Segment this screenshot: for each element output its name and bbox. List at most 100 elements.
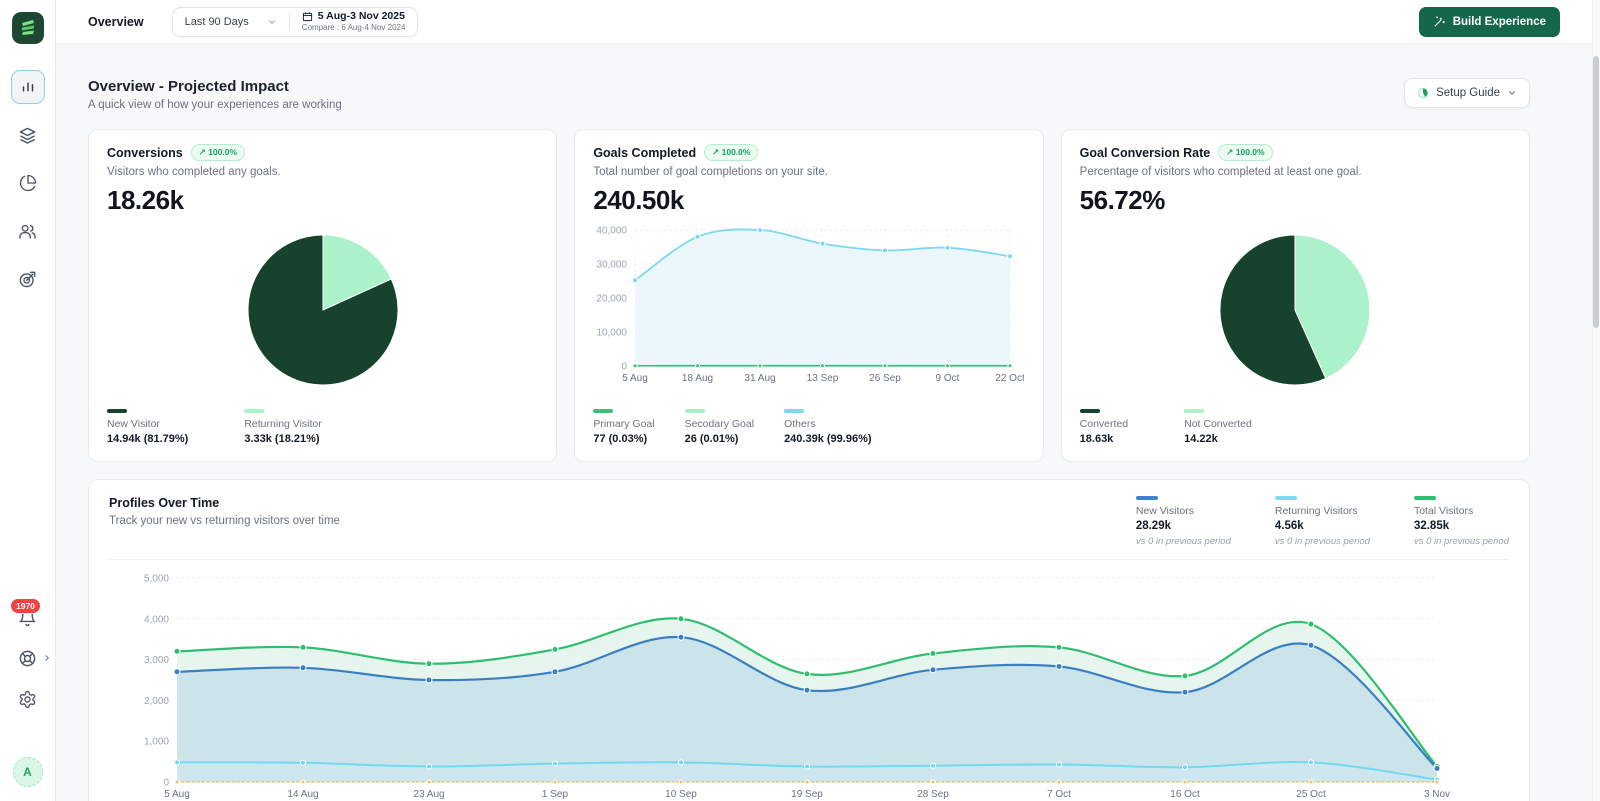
pie-chart-icon xyxy=(19,174,36,192)
profiles-title: Profiles Over Time xyxy=(109,496,220,510)
svg-text:10,000: 10,000 xyxy=(597,328,628,339)
setup-guide-label: Setup Guide xyxy=(1436,87,1500,99)
legend-swatch xyxy=(1135,496,1158,500)
avatar[interactable]: A xyxy=(12,757,43,787)
date-range-picker[interactable]: 5 Aug-3 Nov 2025 Compare : 6 Aug-4 Nov 2… xyxy=(290,8,418,35)
card-value: 240.50k xyxy=(593,185,684,215)
svg-text:31 Aug: 31 Aug xyxy=(745,373,776,384)
app-logo-icon[interactable] xyxy=(11,12,44,44)
legend-swatch xyxy=(684,409,705,413)
sidebar-item-segments[interactable] xyxy=(11,166,45,200)
svg-text:4,000: 4,000 xyxy=(144,614,169,625)
legend-label: Total Visitors xyxy=(1413,505,1474,517)
svg-text:1 Sep: 1 Sep xyxy=(542,789,569,800)
legend-value: 26 (0.01%) xyxy=(684,433,739,445)
range-preset-label: Last 90 Days xyxy=(184,15,249,28)
chevron-down-icon xyxy=(268,19,275,24)
sidebar-item-goals[interactable] xyxy=(11,262,45,296)
legend-swatch xyxy=(1413,496,1436,500)
calendar-icon xyxy=(302,11,312,21)
legend-item: Converted 18.63k xyxy=(1079,409,1128,445)
help-button[interactable] xyxy=(18,649,50,673)
gear-icon xyxy=(19,690,36,709)
scrollbar-thumb[interactable] xyxy=(1593,56,1599,328)
sidebar-item-audiences[interactable] xyxy=(11,214,45,248)
legend-item: Returning Visitors 4.56k vs 0 in previou… xyxy=(1274,496,1370,547)
legend-value: 14.94k (81.79%) xyxy=(107,433,189,445)
legend-label: Not Converted xyxy=(1184,418,1252,430)
page-header: Overview - Projected Impact A quick view… xyxy=(88,78,1530,111)
page-title: Overview - Projected Impact xyxy=(88,78,289,95)
legend-value: 18.63k xyxy=(1079,433,1114,445)
profiles-over-time-line-chart[interactable]: 0 1,000 2,000 3,000 4,000 5,000 5 Aug 14 Aug 23 … xyxy=(109,564,1509,801)
svg-text:20,000: 20,000 xyxy=(597,294,628,305)
trend-badge: ↗ 100.0% xyxy=(190,144,246,161)
legend-label: New Visitor xyxy=(107,418,160,430)
card-title: Goals Completed xyxy=(593,145,697,160)
build-experience-button[interactable]: Build Experience xyxy=(1418,6,1560,37)
compare-range-value: Compare : 6 Aug-4 Nov 2024 xyxy=(301,23,406,32)
card-title: Conversions xyxy=(107,145,183,160)
legend-item: Total Visitors 32.85k vs 0 in previous p… xyxy=(1413,496,1509,547)
settings-button[interactable] xyxy=(18,690,37,714)
legend-swatch xyxy=(593,409,614,413)
legend-label: New Visitors xyxy=(1135,505,1194,517)
date-range-control: Last 90 Days 5 Aug-3 Nov 2025 Compare : … xyxy=(171,6,419,37)
svg-text:23 Aug: 23 Aug xyxy=(413,789,444,800)
goals-completed-line-chart[interactable]: 0 10,000 20,000 30,000 40,000 5 Aug 18 Aug 31 A… xyxy=(593,220,1026,388)
legend-label: Primary Goal xyxy=(593,418,655,430)
notification-count-badge: 1970 xyxy=(10,598,41,614)
users-icon xyxy=(19,224,36,239)
goal-conversion-pie-chart[interactable] xyxy=(1219,233,1371,386)
legend-item: Not Converted 14.22k xyxy=(1184,409,1252,445)
legend-value: 28.29k xyxy=(1135,520,1171,532)
svg-text:22 Oct: 22 Oct xyxy=(996,373,1025,384)
svg-text:13 Sep: 13 Sep xyxy=(807,373,839,384)
setup-guide-button[interactable]: Setup Guide xyxy=(1404,78,1530,108)
svg-text:25 Oct: 25 Oct xyxy=(1296,789,1326,800)
sidebar-item-experiences[interactable] xyxy=(11,118,45,152)
legend-value: 4.56k xyxy=(1274,520,1304,532)
legend-item: Secodary Goal 26 (0.01%) xyxy=(684,409,754,445)
layers-icon xyxy=(19,127,36,144)
legend-item: Others 240.39k (99.96%) xyxy=(784,409,872,445)
legend-comparison: vs 0 in previous period xyxy=(1413,536,1509,547)
svg-text:9 Oct: 9 Oct xyxy=(936,373,960,384)
card-title: Goal Conversion Rate xyxy=(1079,145,1211,160)
svg-text:7 Oct: 7 Oct xyxy=(1047,789,1071,800)
conversions-card: Conversions ↗ 100.0% Visitors who comple… xyxy=(88,129,558,462)
svg-text:5 Aug: 5 Aug xyxy=(623,373,649,384)
svg-text:1,000: 1,000 xyxy=(144,737,169,748)
wand-icon xyxy=(1434,16,1445,27)
conversions-pie-chart[interactable] xyxy=(247,233,399,386)
legend-swatch xyxy=(244,409,265,413)
sidebar: 1970 A xyxy=(0,0,56,801)
card-value: 56.72% xyxy=(1079,185,1166,215)
card-description: Percentage of visitors who completed at … xyxy=(1079,166,1362,178)
legend-comparison: vs 0 in previous period xyxy=(1135,536,1231,547)
sidebar-item-analytics[interactable] xyxy=(10,70,45,104)
svg-text:10 Sep: 10 Sep xyxy=(665,789,697,800)
legend-item: New Visitor 14.94k (81.79%) xyxy=(107,409,188,445)
legend-value: 3.33k (18.21%) xyxy=(244,433,320,445)
build-experience-label: Build Experience xyxy=(1452,15,1546,28)
svg-text:19 Sep: 19 Sep xyxy=(791,789,823,800)
goals-completed-card: Goals Completed ↗ 100.0% Total number of… xyxy=(574,129,1044,462)
notifications-button[interactable]: 1970 xyxy=(10,598,41,632)
range-preset-dropdown[interactable]: Last 90 Days xyxy=(173,16,289,28)
scrollbar-track[interactable] xyxy=(1592,0,1600,801)
progress-pie-icon xyxy=(1417,87,1429,99)
kpi-cards-row: Conversions ↗ 100.0% Visitors who comple… xyxy=(88,129,1530,462)
legend-comparison: vs 0 in previous period xyxy=(1274,536,1370,547)
svg-text:40,000: 40,000 xyxy=(597,226,628,237)
legend-item: Returning Visitor 3.33k (18.21%) xyxy=(244,409,322,445)
profiles-subtitle: Track your new vs returning visitors ove… xyxy=(109,515,340,527)
profiles-over-time-card: Profiles Over Time Track your new vs ret… xyxy=(88,479,1530,801)
svg-text:14 Aug: 14 Aug xyxy=(287,789,318,800)
legend-value: 240.39k (99.96%) xyxy=(784,433,872,445)
legend-item: New Visitors 28.29k vs 0 in previous per… xyxy=(1135,496,1231,547)
card-description: Visitors who completed any goals. xyxy=(107,166,281,178)
svg-text:30,000: 30,000 xyxy=(597,260,628,271)
date-range-value: 5 Aug-3 Nov 2025 xyxy=(317,10,405,22)
chevron-right-icon[interactable] xyxy=(43,654,51,662)
